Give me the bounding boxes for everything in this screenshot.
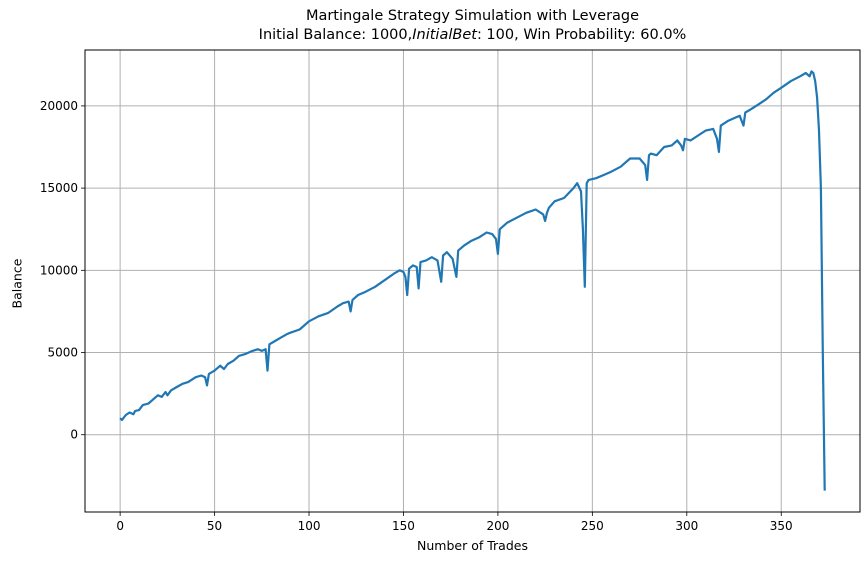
x-tick-label: 350 bbox=[770, 519, 793, 533]
y-tick-label: 15000 bbox=[40, 181, 78, 195]
x-tick-label: 100 bbox=[298, 519, 321, 533]
chart-subtitle: Initial Balance: 1000,InitialBet: 100, W… bbox=[85, 27, 860, 43]
x-tick-label: 200 bbox=[486, 519, 509, 533]
y-tick-label: 10000 bbox=[40, 263, 78, 277]
x-tick-label: 250 bbox=[581, 519, 604, 533]
x-tick-label: 150 bbox=[392, 519, 415, 533]
subtitle-part-2: InitialBet bbox=[412, 27, 477, 43]
balance-line bbox=[119, 70, 826, 491]
x-axis-label: Number of Trades bbox=[417, 538, 528, 553]
y-tick-label: 0 bbox=[70, 428, 78, 442]
subtitle-part-3: : 100, Win Probability: 60.0% bbox=[476, 27, 687, 43]
x-tick-label: 300 bbox=[675, 519, 698, 533]
y-tick-label: 5000 bbox=[47, 346, 78, 360]
chart-title: Martingale Strategy Simulation with Leve… bbox=[305, 8, 640, 24]
subtitle-part-1: Initial Balance: 1000, bbox=[258, 27, 413, 43]
x-tick-label: 0 bbox=[116, 519, 124, 533]
x-tick-label: 50 bbox=[207, 519, 222, 533]
plot-frame bbox=[84, 49, 861, 513]
y-axis-label: Balance bbox=[9, 258, 25, 309]
y-tick-label: 20000 bbox=[40, 99, 78, 113]
